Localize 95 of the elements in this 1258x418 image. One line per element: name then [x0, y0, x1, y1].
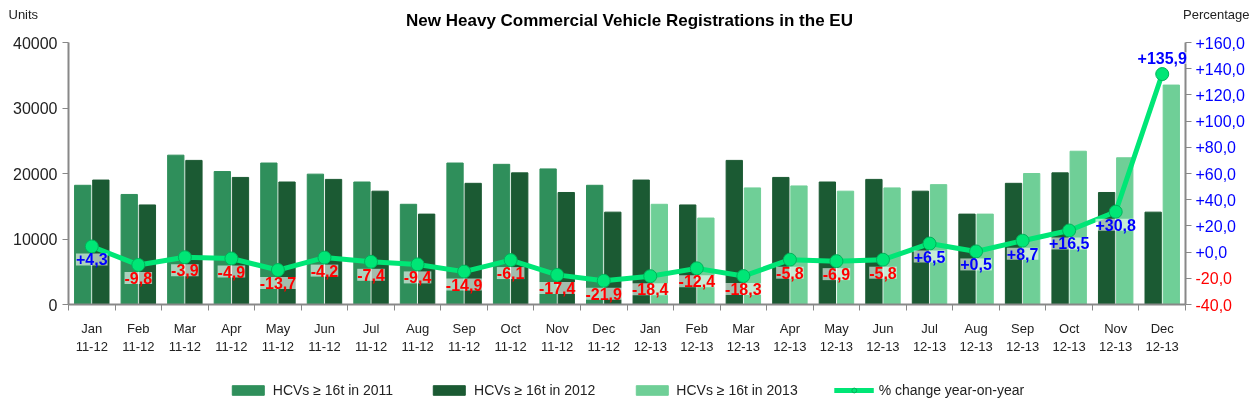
data-label: -5,8 — [776, 264, 804, 282]
point — [689, 261, 704, 276]
data-label: -21,9 — [585, 285, 623, 303]
data-label: +8,7 — [1006, 245, 1039, 263]
point — [1015, 233, 1030, 248]
x-tick-label: May 12-13 — [819, 320, 854, 354]
point — [224, 251, 239, 266]
point — [829, 254, 844, 269]
point — [736, 269, 751, 284]
y2-tick-label: +60,0 — [1195, 165, 1237, 183]
x-tick-label: Oct 12-13 — [1052, 320, 1086, 354]
y2-tick-label: +80,0 — [1195, 139, 1237, 157]
data-label: -13,7 — [259, 275, 297, 293]
x-tick-label: Nov 12-13 — [1099, 320, 1133, 354]
x-tick-label: Apr 11-12 — [215, 320, 248, 354]
data-label: -12,4 — [678, 273, 716, 291]
point — [1155, 67, 1170, 82]
y2-tick-label: +140,0 — [1195, 60, 1245, 78]
point — [270, 263, 285, 278]
point — [131, 257, 146, 272]
data-label: -9,8 — [124, 269, 153, 287]
data-label: +0,5 — [960, 256, 992, 274]
y-tick-label: 0 — [48, 296, 58, 314]
data-label: +135,9 — [1137, 50, 1188, 68]
point — [364, 254, 379, 269]
point — [596, 273, 611, 288]
x-tick-label: Jan 12-13 — [633, 320, 667, 354]
x-tick-label: Aug 11-12 — [401, 320, 434, 354]
x-tick-label: Sep 11-12 — [447, 320, 481, 354]
data-label: +16,5 — [1048, 235, 1090, 253]
data-label: -3,9 — [171, 262, 199, 280]
y2-tick-label: +40,0 — [1195, 191, 1237, 209]
point — [969, 244, 984, 259]
data-label: -5,8 — [869, 264, 897, 282]
x-tick-label: Jul 12-13 — [912, 320, 947, 354]
point — [550, 267, 565, 282]
legend-label: HCVs ≥ 16t in 2012 — [474, 382, 596, 398]
point — [503, 253, 518, 268]
x-tick-label: Mar 12-13 — [726, 320, 760, 354]
data-label: -18,3 — [725, 281, 762, 299]
data-label: +6,5 — [913, 248, 946, 266]
point — [1062, 223, 1077, 238]
x-tick-label: Sep 12-13 — [1005, 320, 1040, 354]
legend-label: HCVs ≥ 16t in 2013 — [676, 382, 798, 398]
x-tick-label: Aug 12-13 — [959, 320, 993, 354]
legend-label: HCVs ≥ 16t in 2011 — [272, 382, 394, 398]
data-label: -6,1 — [496, 265, 525, 283]
y-tick-label: 10000 — [13, 231, 58, 248]
point — [922, 236, 937, 251]
x-tick-label: Apr 12-13 — [773, 320, 807, 354]
data-label: +4,3 — [75, 251, 108, 269]
x-tick-label: Jun 12-13 — [866, 320, 900, 354]
x-tick-label: Jun 11-12 — [308, 320, 341, 354]
x-tick-label: Oct 11-12 — [494, 320, 527, 354]
y2-tick-label: +120,0 — [1195, 86, 1245, 104]
y-tick-label: 20000 — [13, 165, 58, 183]
point — [410, 257, 425, 272]
point — [177, 250, 192, 265]
x-tick-label: Jul 11-12 — [354, 320, 388, 354]
point — [84, 239, 99, 254]
y2-tick-label: -20,0 — [1195, 270, 1233, 288]
data-label: -18,4 — [632, 281, 669, 299]
y-axis-title: Units — [8, 7, 39, 22]
x-tick-label: Feb 12-13 — [680, 320, 714, 354]
y-tick-label: 30000 — [13, 100, 58, 117]
x-tick-label: May 11-12 — [261, 320, 295, 354]
point — [317, 250, 332, 265]
x-tick-label: Dec 12-13 — [1145, 320, 1179, 354]
x-tick-label: Feb 11-12 — [122, 320, 155, 354]
x-tick-label: Nov 11-12 — [541, 320, 574, 354]
y2-axis-title: Percentage — [1183, 7, 1250, 22]
point — [782, 252, 797, 267]
data-label: -4,9 — [217, 263, 246, 281]
data-label: -4,2 — [310, 262, 339, 280]
data-label: +30,8 — [1095, 216, 1137, 234]
data-label: -6,9 — [822, 266, 851, 284]
point — [1108, 204, 1123, 219]
point — [643, 269, 658, 284]
point — [875, 252, 890, 267]
y2-tick-label: +160,0 — [1195, 34, 1245, 52]
data-label: -7,4 — [357, 266, 385, 284]
x-tick-label: Jan 11-12 — [75, 320, 108, 354]
y2-tick-label: +100,0 — [1195, 113, 1245, 131]
legend-label: % change year-on-year — [878, 382, 1025, 398]
y-tick-label: 40000 — [13, 34, 58, 52]
x-tick-label: Dec 11-12 — [587, 320, 620, 354]
data-label: -9,4 — [403, 269, 432, 287]
y2-tick-label: +20,0 — [1195, 217, 1237, 235]
y2-tick-label: -40,0 — [1195, 296, 1233, 314]
data-label: -17,4 — [538, 279, 576, 297]
x-tick-label: Mar 11-12 — [168, 320, 202, 354]
data-label: -14,9 — [445, 276, 483, 294]
point — [457, 264, 472, 279]
y2-tick-label: +0,0 — [1195, 244, 1228, 262]
chart-title: New Heavy Commercial Vehicle Registrations in the EU — [406, 11, 853, 30]
